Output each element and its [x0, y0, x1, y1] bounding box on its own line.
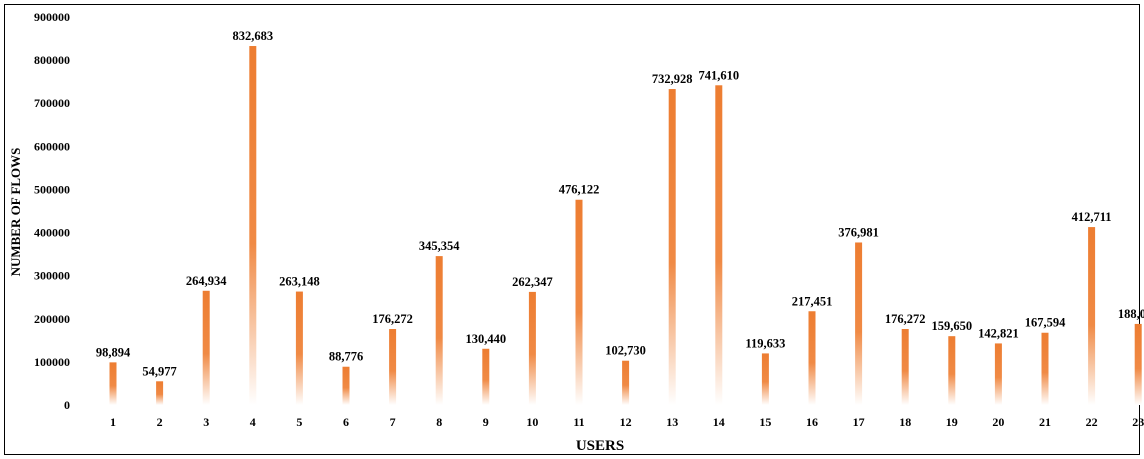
bar	[1135, 324, 1142, 405]
y-tick-label: 400000	[34, 226, 70, 240]
y-tick-label: 100000	[34, 355, 70, 369]
y-tick-label: 900000	[34, 10, 70, 24]
data-label: 732,928	[652, 72, 693, 86]
bar	[855, 242, 862, 405]
x-tick-label: 5	[296, 415, 302, 429]
bar	[809, 311, 816, 405]
bar	[389, 329, 396, 405]
data-label: 412,711	[1072, 210, 1112, 224]
bar	[436, 256, 443, 405]
x-tick-label: 21	[1039, 415, 1051, 429]
data-label: 264,934	[186, 274, 227, 288]
x-tick-label: 22	[1086, 415, 1098, 429]
bar	[1042, 333, 1049, 405]
bar	[343, 367, 350, 405]
data-label: 142,821	[978, 326, 1019, 340]
x-tick-label: 6	[343, 415, 349, 429]
data-label: 119,633	[745, 336, 785, 350]
x-tick-label: 19	[946, 415, 958, 429]
data-label: 832,683	[232, 29, 273, 43]
y-tick-label: 500000	[34, 182, 70, 196]
y-tick-label: 200000	[34, 312, 70, 326]
bar	[902, 329, 909, 405]
bar	[948, 336, 955, 405]
data-label: 159,650	[931, 319, 972, 333]
x-tick-label: 4	[250, 415, 256, 429]
data-label: 263,148	[279, 275, 320, 289]
y-tick-label: 800000	[34, 53, 70, 67]
x-tick-label: 16	[806, 415, 818, 429]
data-label: 176,272	[885, 312, 926, 326]
data-label: 217,451	[792, 294, 833, 308]
data-label: 130,440	[465, 332, 506, 346]
data-label: 376,981	[838, 225, 879, 239]
bar	[995, 343, 1002, 405]
data-label: 88,776	[329, 350, 363, 364]
y-axis-title: NUMBER OF FLOWS	[8, 148, 23, 277]
bar	[156, 381, 163, 405]
x-tick-label: 8	[436, 415, 442, 429]
y-tick-label: 600000	[34, 139, 70, 153]
data-label: 741,610	[698, 68, 739, 82]
data-label: 102,730	[605, 344, 646, 358]
y-axis-ticks: 0 100000 200000 300000 400000 500000 600000 700…	[34, 10, 70, 412]
data-label: 54,977	[142, 364, 176, 378]
bar	[715, 85, 722, 405]
y-tick-label: 300000	[34, 269, 70, 283]
x-tick-label: 15	[759, 415, 771, 429]
x-tick-label: 9	[483, 415, 489, 429]
bar	[622, 361, 629, 405]
x-axis-ticks: 1 2 3 4 5 6 7 8 9 10 11 12 13 14 15 16 17 18 19 20 21 22 23	[110, 415, 1144, 429]
data-label: 98,894	[96, 345, 131, 359]
x-tick-label: 12	[620, 415, 632, 429]
bar	[296, 292, 303, 405]
bar	[110, 362, 117, 405]
data-label: 188,059	[1118, 307, 1144, 321]
x-tick-label: 23	[1132, 415, 1144, 429]
x-tick-label: 18	[899, 415, 911, 429]
data-label: 176,272	[372, 312, 413, 326]
x-tick-label: 10	[526, 415, 538, 429]
bar	[529, 292, 536, 405]
data-label: 167,594	[1025, 316, 1066, 330]
x-tick-label: 3	[203, 415, 209, 429]
y-tick-label: 700000	[34, 96, 70, 110]
x-tick-label: 13	[666, 415, 678, 429]
bar	[762, 353, 769, 405]
x-axis-title: USERS	[576, 438, 624, 454]
bar	[203, 291, 210, 405]
data-label: 262,347	[512, 275, 553, 289]
y-tick-label: 0	[64, 398, 70, 412]
data-label: 476,122	[559, 183, 600, 197]
x-tick-label: 1	[110, 415, 116, 429]
x-tick-label: 14	[713, 415, 725, 429]
x-tick-label: 7	[390, 415, 396, 429]
bar	[482, 349, 489, 405]
data-label: 345,354	[419, 239, 460, 253]
bar	[669, 89, 676, 405]
bar	[249, 46, 256, 405]
bar	[1088, 227, 1095, 405]
x-tick-label: 11	[573, 415, 584, 429]
x-tick-label: 17	[853, 415, 865, 429]
bar	[576, 200, 583, 405]
x-tick-label: 20	[992, 415, 1004, 429]
x-tick-label: 2	[157, 415, 163, 429]
